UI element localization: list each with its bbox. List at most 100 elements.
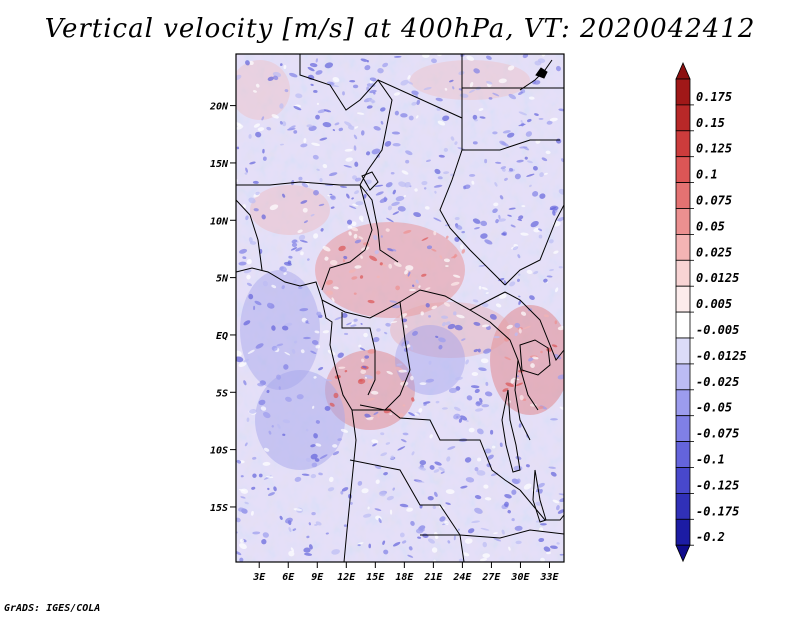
field-speckle: [411, 101, 417, 106]
field-speckle: [478, 108, 484, 111]
field-speckle: [356, 112, 365, 115]
field-speckle: [478, 285, 482, 290]
field-speckle: [508, 546, 511, 551]
field-speckle: [484, 158, 488, 164]
field-speckle: [450, 281, 460, 286]
field-speckle: [546, 120, 553, 125]
field-speckle: [402, 404, 406, 407]
field-speckle: [351, 197, 354, 200]
field-speckle: [325, 290, 333, 296]
field-speckle: [363, 194, 367, 199]
field-speckle: [392, 189, 396, 195]
field-speckle: [366, 83, 376, 88]
field-speckle: [318, 366, 324, 371]
field-speckle: [307, 258, 310, 261]
field-speckle: [281, 285, 285, 290]
colorbar-bottom-arrow: [675, 544, 691, 563]
field-speckle: [538, 117, 544, 120]
colorbar-label: 0.125: [696, 142, 732, 156]
field-speckle: [261, 538, 267, 545]
field-speckle: [557, 509, 564, 514]
field-speckle: [425, 287, 431, 291]
field-speckle: [284, 351, 291, 356]
map-frame: [235, 53, 565, 563]
field-speckle: [350, 226, 359, 232]
field-speckle: [246, 282, 252, 287]
field-speckle: [340, 428, 349, 433]
field-speckle: [354, 239, 362, 244]
field-speckle: [361, 130, 365, 136]
field-speckle: [294, 476, 302, 482]
field-speckle: [367, 397, 376, 401]
field-speckle: [252, 531, 261, 535]
field-speckle: [474, 507, 483, 514]
field-speckle: [374, 508, 382, 512]
field-speckle: [248, 237, 253, 243]
field-speckle: [526, 173, 535, 177]
field-speckle: [365, 189, 368, 192]
field-speckle: [420, 311, 424, 316]
field-speckle: [509, 167, 514, 172]
field-speckle: [473, 68, 480, 74]
field-speckle: [433, 230, 437, 236]
field-speckle: [480, 220, 488, 227]
field-speckle: [476, 470, 486, 476]
field-speckle: [444, 87, 448, 91]
lon-label: 30E: [510, 572, 530, 583]
field-speckle: [380, 235, 383, 238]
field-speckle: [507, 509, 511, 514]
field-speckle: [552, 499, 560, 504]
field-speckle: [271, 114, 279, 119]
field-speckle: [440, 471, 445, 474]
field-speckle: [425, 378, 435, 383]
field-speckle: [383, 471, 388, 476]
field-speckle: [303, 220, 308, 224]
field-speckle: [284, 89, 289, 93]
field-speckle: [548, 466, 556, 469]
field-speckle: [380, 432, 385, 436]
field-speckle: [488, 97, 493, 100]
field-speckle: [540, 350, 543, 354]
field-speckle: [324, 378, 333, 382]
colorbar-swatch: [675, 337, 691, 365]
field-speckle: [304, 552, 313, 556]
field-speckle: [549, 269, 554, 272]
field-speckle: [328, 172, 338, 177]
field-speckle: [490, 429, 494, 435]
field-speckle: [454, 236, 460, 242]
colorbar-swatch: [675, 78, 691, 106]
field-speckle: [330, 206, 335, 209]
colorbar-swatch: [675, 208, 691, 235]
field-speckle: [453, 413, 461, 420]
field-speckle: [376, 275, 380, 279]
field-speckle: [412, 284, 415, 288]
field-speckle: [242, 256, 247, 260]
field-speckle: [310, 444, 316, 448]
field-speckle: [465, 477, 475, 483]
field-speckle: [433, 184, 443, 188]
colorbar-label: -0.005: [696, 323, 739, 337]
field-speckle: [529, 295, 535, 301]
field-speckle: [348, 269, 356, 274]
field-speckle: [313, 90, 318, 93]
field-speckle: [404, 324, 408, 329]
field-speckle: [385, 182, 393, 188]
field-speckle: [372, 337, 380, 343]
field-speckle: [415, 279, 419, 284]
field-speckle: [255, 131, 262, 138]
field-speckle: [338, 245, 346, 252]
field-speckle: [254, 300, 262, 306]
field-speckle: [377, 414, 380, 418]
field-speckle: [386, 217, 394, 223]
lat-label: 15N: [210, 159, 229, 170]
colorbar-swatch: [675, 415, 691, 443]
field-speckle: [498, 78, 507, 84]
field-speckle: [493, 537, 502, 542]
field-speckle: [473, 227, 480, 230]
colorbar-label: 0.175: [696, 90, 732, 104]
field-speckle: [456, 314, 465, 319]
field-speckle: [354, 190, 360, 195]
field-speckle: [482, 553, 491, 558]
field-speckle: [326, 81, 335, 85]
field-speckle: [478, 264, 487, 267]
